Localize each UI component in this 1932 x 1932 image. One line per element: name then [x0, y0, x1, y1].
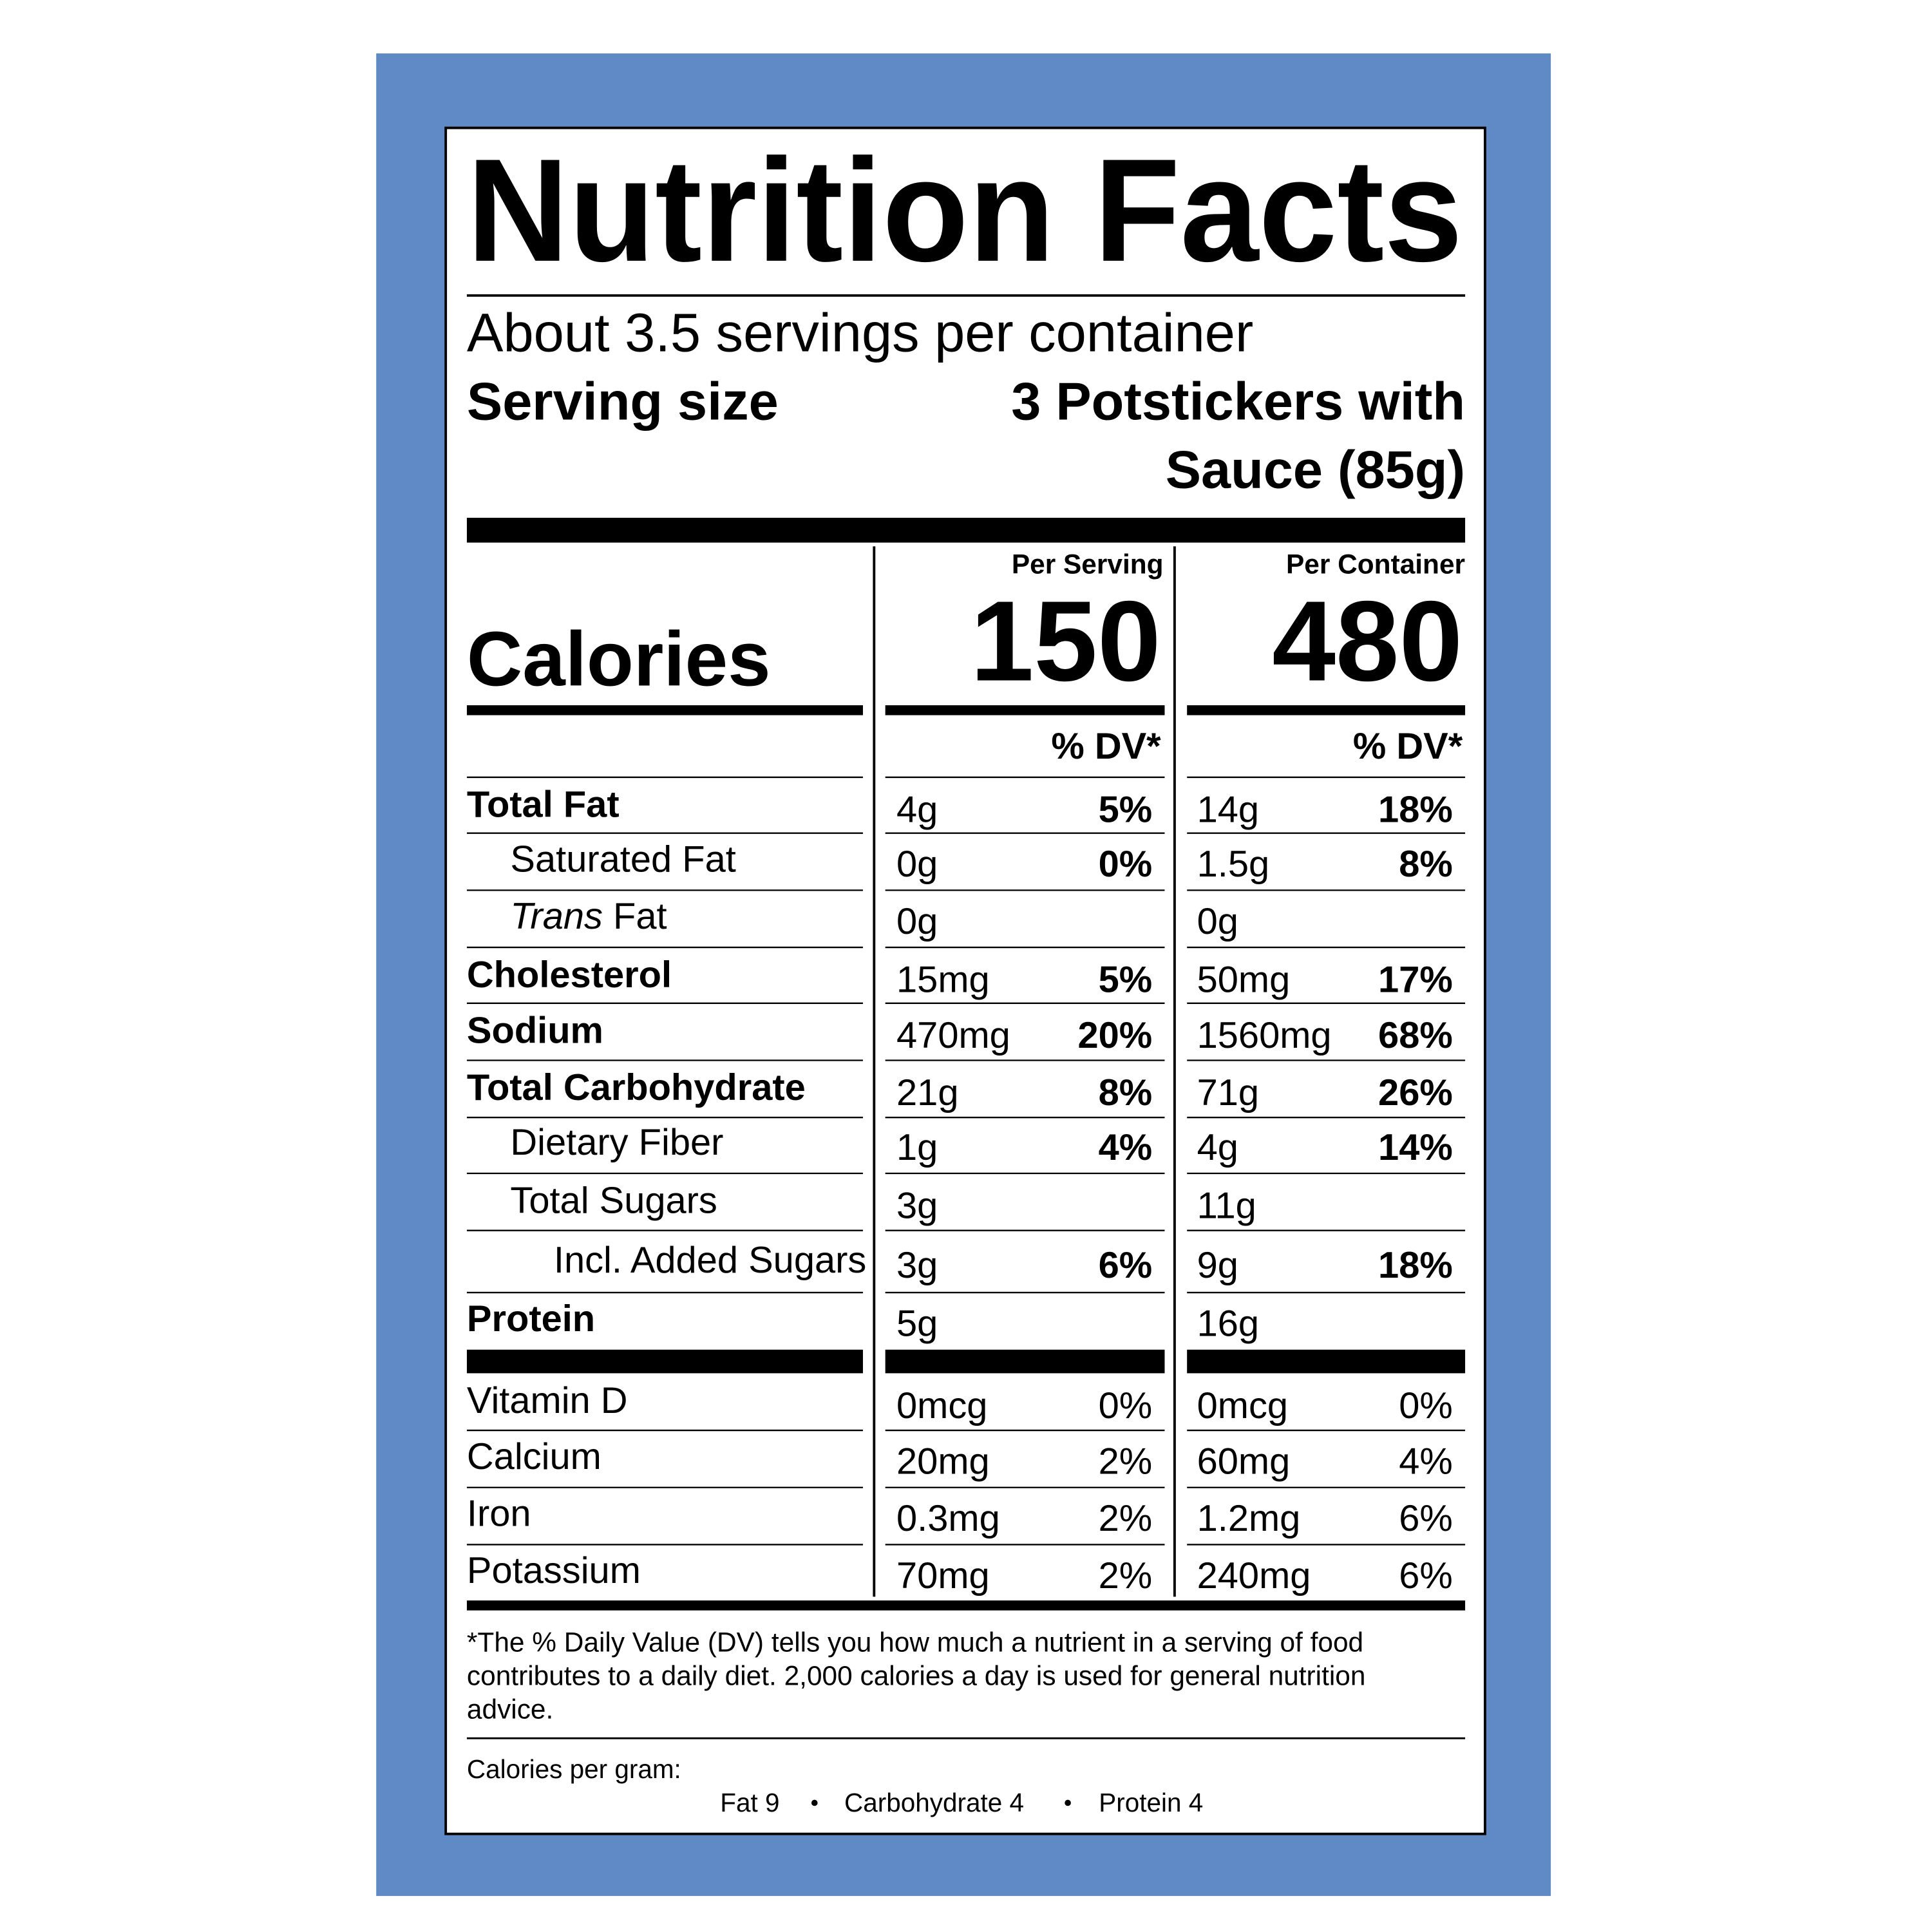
daily-value: 4%: [1099, 1127, 1153, 1168]
thick-rule: [466, 1600, 1466, 1611]
daily-value: 5%: [1099, 959, 1153, 1000]
daily-value: 20%: [1077, 1015, 1152, 1056]
daily-value: 0%: [1099, 1385, 1153, 1426]
amount: 4g: [896, 789, 938, 830]
amount: 50mg: [1197, 959, 1291, 1000]
nutrient-name: Incl. Added Sugars: [554, 1240, 866, 1281]
separator-dot: [811, 1799, 818, 1806]
column-header: Per Serving: [1012, 549, 1164, 580]
nutrient-name: Vitamin D: [467, 1380, 628, 1421]
calories-label: Calories: [467, 616, 771, 702]
daily-value: 8%: [1399, 844, 1453, 885]
daily-value: 17%: [1378, 959, 1453, 1000]
daily-value: 5%: [1099, 789, 1153, 830]
amount: 0.3mg: [896, 1498, 1000, 1539]
nutrient-name: Calcium: [467, 1436, 601, 1477]
serving-size-value: 3 Potstickers with: [1011, 372, 1465, 431]
nutrient-name: Sodium: [467, 1010, 603, 1052]
amount: 3g: [896, 1185, 938, 1226]
daily-value: 2%: [1099, 1441, 1153, 1482]
calories-value: 480: [1272, 577, 1463, 705]
separator-dot: [1065, 1799, 1071, 1806]
amount: 240mg: [1197, 1555, 1311, 1596]
amount: 71g: [1197, 1072, 1259, 1113]
nutrient-name: Protein: [467, 1298, 595, 1340]
thick-rule: [466, 1349, 863, 1374]
calories-value: 150: [971, 577, 1161, 705]
daily-value: 8%: [1099, 1072, 1153, 1113]
calories-per-gram-item: Carbohydrate 4: [844, 1788, 1024, 1817]
daily-value: 0%: [1399, 1385, 1453, 1426]
amount: 11g: [1197, 1185, 1256, 1226]
amount: 5g: [896, 1303, 938, 1345]
nutrient-name: Total Carbohydrate: [467, 1067, 806, 1108]
nutrient-name: Total Sugars: [510, 1180, 717, 1222]
amount: 0g: [896, 901, 938, 942]
daily-value: 26%: [1378, 1072, 1453, 1113]
daily-value: 18%: [1378, 1245, 1453, 1286]
nutrient-name: Iron: [467, 1493, 531, 1535]
thick-rule: [1187, 1349, 1466, 1374]
amount: 1.5g: [1197, 844, 1270, 885]
amount: 21g: [896, 1072, 958, 1113]
amount: 60mg: [1197, 1441, 1291, 1482]
thick-rule: [466, 705, 863, 715]
amount: 70mg: [896, 1555, 990, 1596]
nutrient-name: Total Fat: [467, 784, 620, 826]
amount: 1560mg: [1197, 1015, 1332, 1056]
amount: 470mg: [896, 1015, 1010, 1056]
amount: 20mg: [896, 1441, 990, 1482]
daily-value: 6%: [1399, 1555, 1453, 1596]
thick-rule: [1187, 705, 1466, 715]
daily-value: 6%: [1399, 1498, 1453, 1539]
calories-per-gram-label: Calories per gram:: [467, 1754, 681, 1784]
daily-value: 2%: [1099, 1555, 1153, 1596]
daily-value: 6%: [1099, 1245, 1153, 1286]
serving-size-label: Serving size: [467, 372, 779, 431]
amount: 4g: [1197, 1127, 1238, 1168]
nutrient-name: Cholesterol: [467, 954, 672, 996]
footnote: contributes to a daily diet. 2,000 calor…: [467, 1660, 1366, 1690]
amount: 0mcg: [1197, 1385, 1288, 1426]
amount: 14g: [1197, 789, 1259, 830]
thick-rule: [885, 705, 1165, 715]
daily-value: 0%: [1099, 844, 1153, 885]
amount: 3g: [896, 1245, 938, 1286]
daily-value: 14%: [1378, 1127, 1453, 1168]
label-card: [444, 126, 1486, 1835]
nutrient-name: Saturated Fat: [510, 838, 735, 880]
thick-rule: [885, 1349, 1165, 1374]
daily-value: 68%: [1378, 1015, 1453, 1056]
amount: 0mcg: [896, 1385, 987, 1426]
amount: 0g: [896, 844, 938, 885]
daily-value: 4%: [1399, 1441, 1453, 1482]
calories-per-gram-item: Protein 4: [1099, 1788, 1203, 1817]
nutrient-name: Potassium: [467, 1550, 641, 1591]
amount: 1.2mg: [1197, 1498, 1301, 1539]
amount: 15mg: [896, 959, 990, 1000]
footnote: *The % Daily Value (DV) tells you how mu…: [467, 1627, 1363, 1657]
servings: About 3.5 servings per container: [467, 302, 1253, 363]
thick-rule: [466, 517, 1466, 543]
amount: 9g: [1197, 1245, 1238, 1286]
calories-per-gram-item: Fat 9: [720, 1788, 779, 1817]
daily-value: 2%: [1099, 1498, 1153, 1539]
nutrient-name: Dietary Fiber: [510, 1122, 723, 1163]
amount: 16g: [1197, 1303, 1259, 1345]
serving-size-value: Sauce (85g): [1166, 440, 1465, 500]
nutrient-name: Trans Fat: [510, 896, 667, 937]
dv-header: % DV*: [1051, 726, 1161, 767]
footnote: advice.: [467, 1694, 553, 1724]
column-header: Per Container: [1286, 549, 1465, 580]
dv-header: % DV*: [1353, 726, 1463, 767]
amount: 1g: [896, 1127, 938, 1168]
daily-value: 18%: [1378, 789, 1453, 830]
amount: 0g: [1197, 901, 1238, 942]
title: Nutrition Facts: [467, 129, 1463, 292]
